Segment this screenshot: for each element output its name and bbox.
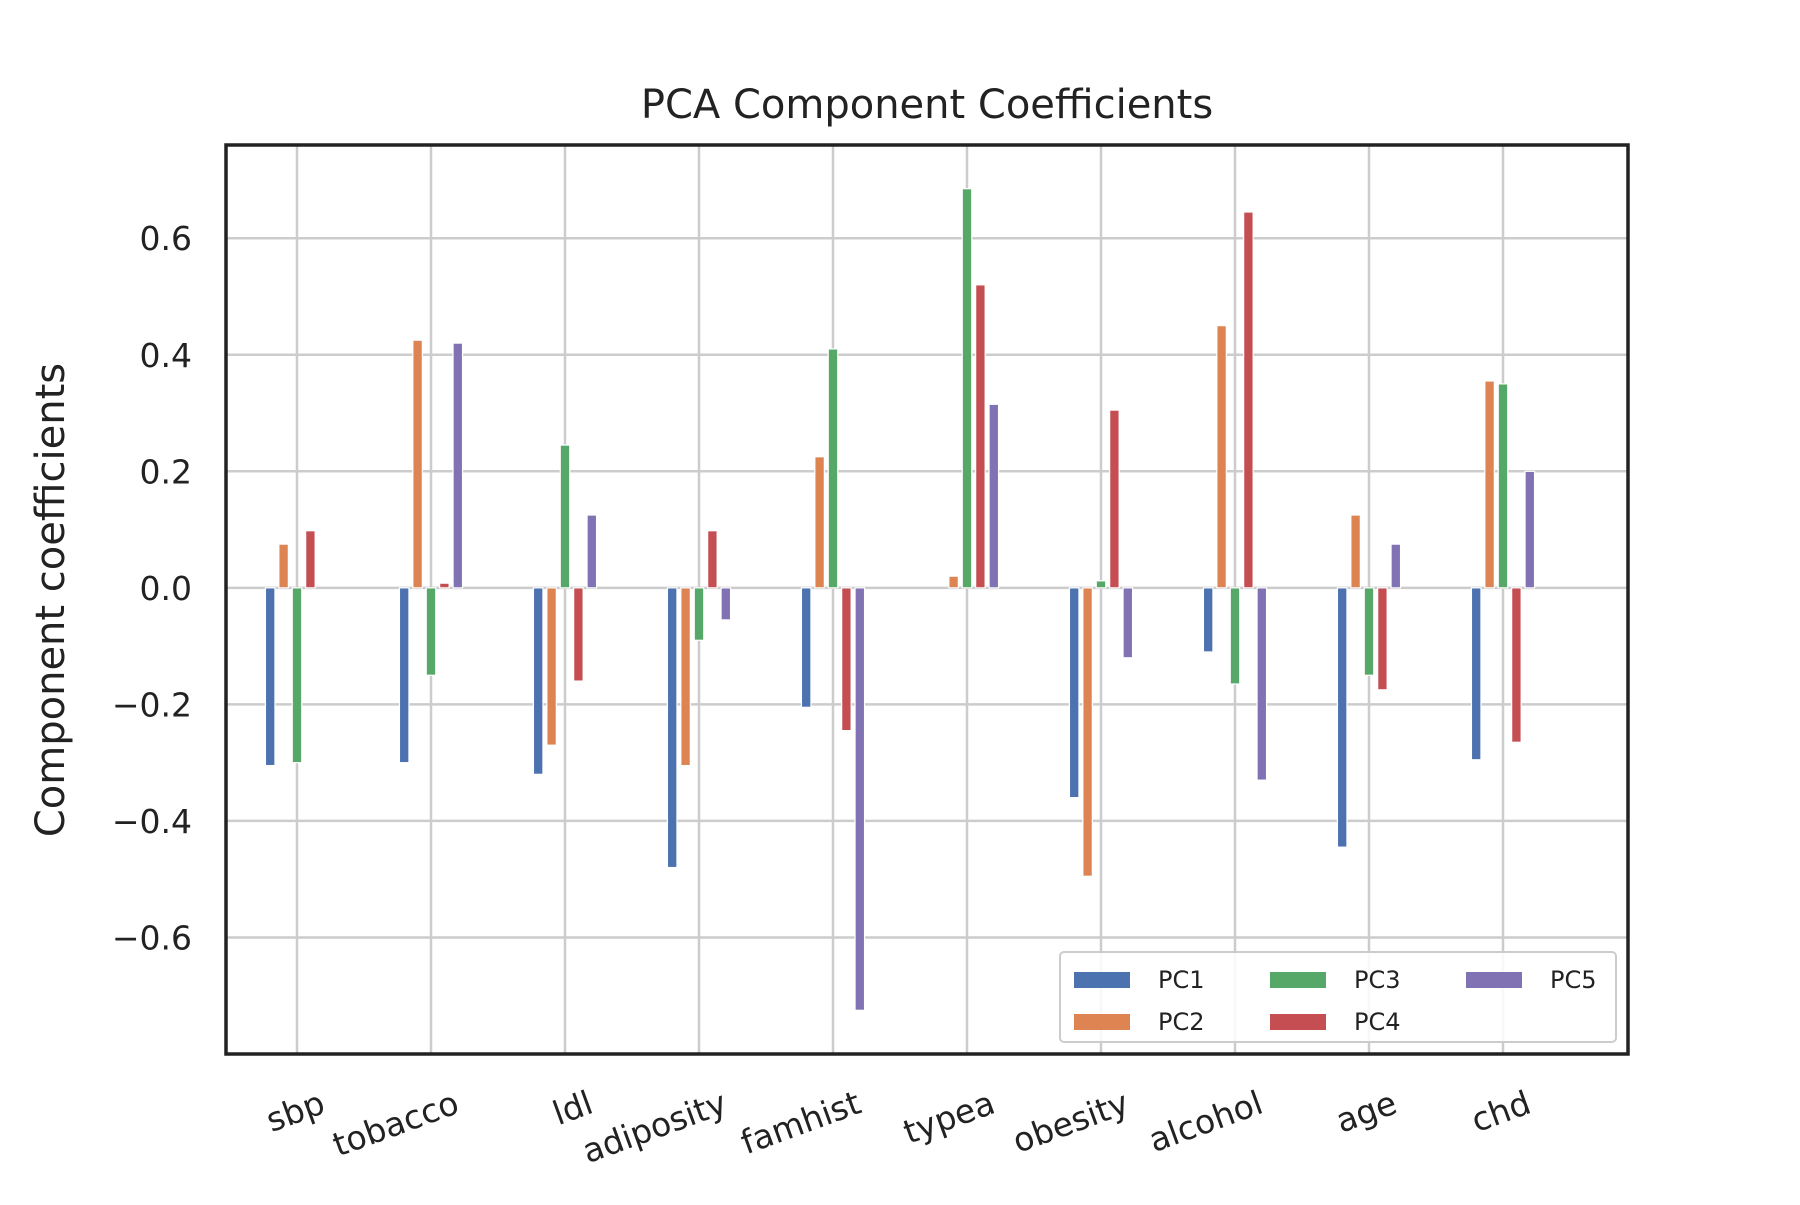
- bar-pc1-alcohol: [1202, 587, 1214, 653]
- bar-pc3-obesity: [1095, 580, 1107, 589]
- y-tick-labels: 0.6 0.4 0.2 0.0 −0.2 −0.4 −0.6: [112, 219, 192, 957]
- bar-pc3-typea: [961, 188, 973, 589]
- bar-pc5-age: [1390, 543, 1402, 589]
- bar-pc2-adiposity: [680, 587, 691, 767]
- bar-pc5-adiposity: [720, 587, 732, 621]
- x-tick-label-tobacco: tobacco: [328, 1083, 464, 1164]
- y-tick-label: 0.6: [140, 219, 192, 258]
- y-tick-label: −0.6: [112, 918, 192, 957]
- bar-pc4-sbp: [305, 530, 316, 589]
- bar-pc2-tobacco: [412, 339, 423, 589]
- y-axis-label: Component coefficients: [28, 363, 74, 837]
- x-tick-label-sbp: sbp: [261, 1083, 330, 1140]
- bar-pc4-age: [1377, 587, 1388, 691]
- bar-pc5-ldl: [586, 514, 598, 589]
- bar-pc4-typea: [975, 284, 986, 589]
- bar-pc3-tobacco: [425, 587, 437, 676]
- bar-pc1-obesity: [1068, 587, 1080, 799]
- x-tick-label-chd: chd: [1466, 1083, 1536, 1140]
- bar-pc1-tobacco: [398, 587, 410, 764]
- bar-pc2-obesity: [1082, 587, 1093, 877]
- bar-pc4-famhist: [841, 587, 852, 732]
- legend-label-pc5: PC5: [1550, 966, 1597, 994]
- bar-pc5-obesity: [1122, 587, 1134, 659]
- bar-pc3-ldl: [559, 444, 571, 589]
- bar-pc1-famhist: [800, 587, 812, 708]
- bar-pc2-chd: [1484, 380, 1495, 589]
- x-tick-label-famhist: famhist: [736, 1083, 866, 1162]
- y-tick-label: 0.4: [140, 336, 192, 375]
- bar-pc1-age: [1336, 587, 1348, 848]
- bar-pc3-famhist: [827, 348, 839, 589]
- y-tick-label: −0.4: [112, 802, 192, 841]
- y-tick-label: −0.2: [112, 685, 192, 724]
- bar-pc2-typea: [948, 575, 959, 589]
- bar-pc3-age: [1363, 587, 1375, 676]
- bar-pc5-famhist: [854, 587, 866, 1011]
- bar-pc4-adiposity: [707, 530, 718, 589]
- bar-pc5-alcohol: [1256, 587, 1268, 781]
- bar-pc5-chd: [1524, 470, 1536, 589]
- x-tick-label-alcohol: alcohol: [1144, 1083, 1268, 1160]
- bar-pc4-tobacco: [439, 582, 450, 589]
- x-tick-label-typea: typea: [898, 1083, 1000, 1152]
- legend-swatch-pc4: [1270, 1014, 1326, 1030]
- bar-pc3-chd: [1497, 383, 1509, 589]
- bar-pc1-adiposity: [666, 587, 678, 869]
- bar-pc2-age: [1350, 514, 1361, 589]
- y-tick-label: 0.2: [140, 452, 192, 491]
- x-tick-label-obesity: obesity: [1007, 1083, 1133, 1161]
- bar-pc2-ldl: [546, 587, 557, 746]
- bar-pc5-tobacco: [452, 342, 464, 589]
- bar-pc4-alcohol: [1243, 211, 1254, 589]
- legend: PC1 PC2 PC3 PC4 PC5: [1059, 951, 1617, 1043]
- bar-pc4-chd: [1511, 587, 1522, 743]
- legend-swatch-pc3: [1270, 972, 1326, 988]
- bars-layer: [264, 188, 1536, 1011]
- grid-layer: [226, 145, 1628, 1054]
- bar-pc2-famhist: [814, 456, 825, 589]
- bar-pc2-alcohol: [1216, 325, 1227, 589]
- bar-pc1-chd: [1470, 587, 1482, 761]
- legend-swatch-pc2: [1074, 1014, 1130, 1030]
- bar-pc5-typea: [988, 403, 1000, 589]
- chart-title: PCA Component Coefficients: [641, 82, 1213, 128]
- plot-frame: [224, 143, 1630, 1056]
- x-tick-label-adiposity: adiposity: [577, 1083, 732, 1171]
- legend-label-pc4: PC4: [1354, 1008, 1401, 1036]
- legend-swatch-pc1: [1074, 972, 1130, 988]
- bar-pc3-sbp: [291, 587, 303, 764]
- bar-pc1-sbp: [264, 587, 276, 767]
- y-tick-label: 0.0: [140, 569, 192, 608]
- bar-pc2-sbp: [278, 543, 289, 589]
- bar-pc1-ldl: [532, 587, 544, 775]
- x-tick-label-age: age: [1331, 1083, 1402, 1141]
- legend-swatch-pc5: [1466, 972, 1522, 988]
- bar-pc4-ldl: [573, 587, 584, 682]
- legend-box: [1059, 951, 1617, 1043]
- bar-pc3-adiposity: [693, 587, 705, 641]
- bar-pc4-obesity: [1109, 409, 1120, 589]
- legend-label-pc1: PC1: [1158, 966, 1205, 994]
- bar-pc3-alcohol: [1229, 587, 1241, 685]
- legend-label-pc3: PC3: [1354, 966, 1401, 994]
- x-tick-label-ldl: ldl: [547, 1083, 597, 1133]
- legend-label-pc2: PC2: [1158, 1008, 1205, 1036]
